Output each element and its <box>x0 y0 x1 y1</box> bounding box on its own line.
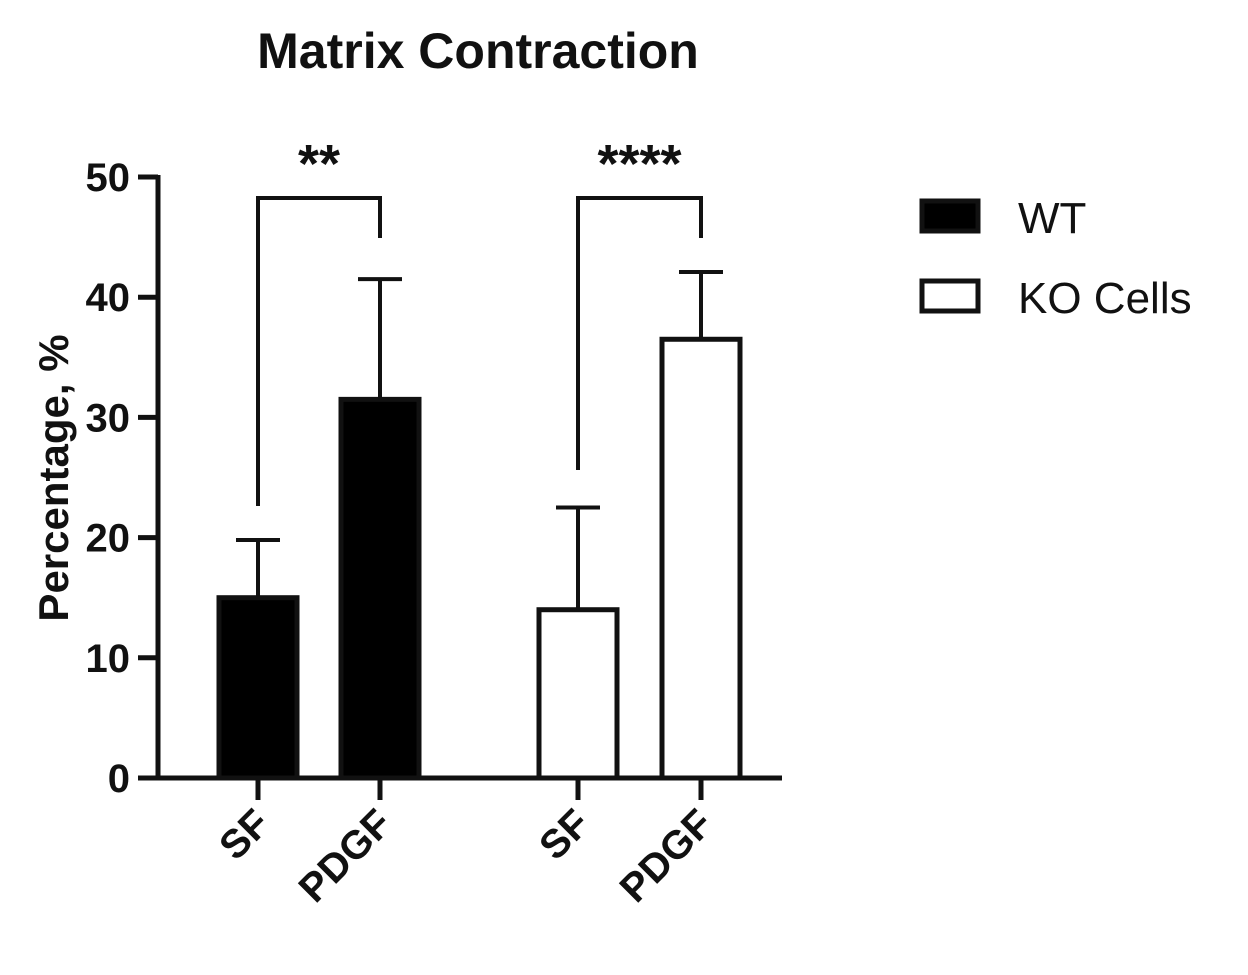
legend-label: WT <box>1018 194 1086 243</box>
y-tick-label: 50 <box>86 156 131 200</box>
y-tick-label: 30 <box>86 396 131 440</box>
y-tick-label: 40 <box>86 276 131 320</box>
y-axis-label: Percentage, % <box>30 334 77 621</box>
legend-label: KO Cells <box>1018 274 1192 323</box>
x-tick-label: SF <box>531 801 598 868</box>
bar <box>216 595 300 781</box>
legend: WT KO Cells <box>919 194 1192 323</box>
significance-bracket <box>256 196 382 506</box>
significance-label: **** <box>597 134 681 194</box>
legend-swatch <box>919 198 981 234</box>
y-tick-label: 10 <box>86 637 131 681</box>
bar <box>659 336 743 781</box>
x-tick-label: PDGF <box>291 801 401 911</box>
bar <box>536 607 620 781</box>
legend-swatch <box>919 278 981 314</box>
bar <box>338 396 422 781</box>
y-tick-label: 20 <box>86 517 131 561</box>
chart-title: Matrix Contraction <box>257 23 699 79</box>
x-tick-label: PDGF <box>612 801 722 911</box>
significance-label: ** <box>298 134 340 194</box>
y-tick-label: 0 <box>108 757 130 801</box>
significance-bracket <box>576 196 703 470</box>
x-tick-label: SF <box>211 801 278 868</box>
